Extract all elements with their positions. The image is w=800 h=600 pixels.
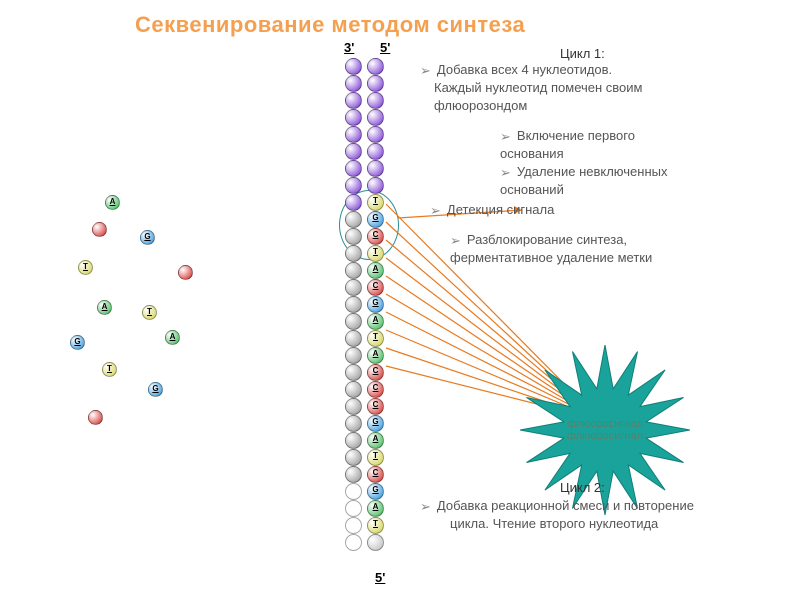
nucleotide-bead bbox=[345, 296, 362, 313]
nucleotide-bead bbox=[345, 415, 362, 432]
nucleotide-bead bbox=[345, 432, 362, 449]
nucleotide-bead bbox=[367, 126, 384, 143]
nucleotide-bead bbox=[367, 177, 384, 194]
bullet-icon: ➢ bbox=[450, 233, 461, 249]
nucleotide-bead: G bbox=[148, 382, 163, 397]
nucleotide-bead bbox=[345, 466, 362, 483]
cycle1-label: Цикл 1: bbox=[560, 46, 605, 61]
nucleotide-bead: C bbox=[367, 279, 384, 296]
nucleotide-bead: G bbox=[140, 230, 155, 245]
nucleotide-bead: T bbox=[367, 245, 384, 262]
nucleotide-bead: T bbox=[367, 194, 384, 211]
bullet-6b: цикла. Чтение второго нуклеотида bbox=[450, 516, 658, 531]
nucleotide-bead: G bbox=[367, 415, 384, 432]
bullet-6: ➢Добавка реакционной смеси и повторение bbox=[420, 498, 694, 515]
nucleotide-bead: A bbox=[105, 195, 120, 210]
nucleotide-bead: C bbox=[367, 398, 384, 415]
nucleotide-bead: G bbox=[70, 335, 85, 350]
nucleotide-bead: T bbox=[367, 330, 384, 347]
nucleotide-bead: G bbox=[367, 483, 384, 500]
nucleotide-bead: C bbox=[367, 228, 384, 245]
bullet-5b: ферментативное удаление метки bbox=[450, 250, 652, 265]
nucleotide-bead bbox=[345, 109, 362, 126]
bullet-1b: Каждый нуклеотид помечен своим bbox=[434, 80, 642, 95]
nucleotide-bead: C bbox=[367, 466, 384, 483]
cycle2-label: Цикл 2: bbox=[560, 480, 605, 495]
nucleotide-bead bbox=[367, 109, 384, 126]
nucleotide-bead bbox=[345, 160, 362, 177]
nucleotide-bead: G bbox=[367, 211, 384, 228]
bullet-2b: основания bbox=[500, 146, 564, 161]
nucleotide-bead bbox=[345, 534, 362, 551]
nucleotide-bead: T bbox=[102, 362, 117, 377]
nucleotide-bead: T bbox=[367, 449, 384, 466]
bullet-3: ➢Удаление невключенных bbox=[500, 164, 667, 181]
nucleotide-bead bbox=[345, 245, 362, 262]
bullet-1c: флюорозондом bbox=[434, 98, 527, 113]
nucleotide-bead: T bbox=[142, 305, 157, 320]
label-5prime-bottom: 5' bbox=[375, 570, 385, 585]
title-text: Секвенирование методом синтеза bbox=[135, 12, 525, 37]
bullet-icon: ➢ bbox=[420, 63, 431, 79]
label-3prime: 3' bbox=[344, 40, 354, 55]
nucleotide-bead bbox=[88, 410, 103, 425]
nucleotide-bead bbox=[345, 449, 362, 466]
nucleotide-bead bbox=[345, 262, 362, 279]
nucleotide-bead: A bbox=[367, 347, 384, 364]
nucleotide-bead bbox=[345, 211, 362, 228]
nucleotide-bead bbox=[92, 222, 107, 237]
nucleotide-bead bbox=[367, 58, 384, 75]
nucleotide-bead: A bbox=[367, 313, 384, 330]
nucleotide-bead bbox=[345, 228, 362, 245]
nucleotide-bead bbox=[345, 126, 362, 143]
bullet-icon: ➢ bbox=[420, 499, 431, 515]
starburst-label: флюоросигнал флюоросигнал bbox=[555, 418, 655, 442]
nucleotide-bead bbox=[345, 194, 362, 211]
nucleotide-bead: A bbox=[367, 432, 384, 449]
nucleotide-bead bbox=[367, 160, 384, 177]
nucleotide-bead bbox=[345, 58, 362, 75]
page-title: Секвенирование методом синтеза bbox=[135, 12, 525, 38]
nucleotide-bead bbox=[345, 517, 362, 534]
nucleotide-bead bbox=[367, 75, 384, 92]
label-5prime-top: 5' bbox=[380, 40, 390, 55]
nucleotide-bead bbox=[345, 483, 362, 500]
nucleotide-bead: T bbox=[78, 260, 93, 275]
nucleotide-bead bbox=[345, 279, 362, 296]
nucleotide-bead bbox=[345, 347, 362, 364]
nucleotide-bead bbox=[367, 92, 384, 109]
bullet-2: ➢Включение первого bbox=[500, 128, 635, 145]
nucleotide-bead: C bbox=[367, 381, 384, 398]
nucleotide-bead: A bbox=[367, 500, 384, 517]
nucleotide-bead: C bbox=[367, 364, 384, 381]
nucleotide-bead bbox=[345, 398, 362, 415]
nucleotide-bead bbox=[345, 143, 362, 160]
nucleotide-bead bbox=[367, 534, 384, 551]
bullet-4: ➢Детекция сигнала bbox=[430, 202, 554, 219]
nucleotide-bead bbox=[345, 75, 362, 92]
nucleotide-bead bbox=[345, 364, 362, 381]
nucleotide-bead bbox=[345, 330, 362, 347]
nucleotide-bead bbox=[367, 143, 384, 160]
nucleotide-bead bbox=[345, 313, 362, 330]
nucleotide-bead: A bbox=[97, 300, 112, 315]
bullet-1: ➢Добавка всех 4 нуклеотидов. bbox=[420, 62, 612, 79]
bullet-icon: ➢ bbox=[430, 203, 441, 219]
nucleotide-bead bbox=[345, 92, 362, 109]
bullet-icon: ➢ bbox=[500, 129, 511, 145]
nucleotide-bead: G bbox=[367, 296, 384, 313]
nucleotide-bead: A bbox=[367, 262, 384, 279]
bullet-3b: оснований bbox=[500, 182, 564, 197]
bullet-5: ➢Разблокирование синтеза, bbox=[450, 232, 627, 249]
nucleotide-bead bbox=[345, 500, 362, 517]
nucleotide-bead: T bbox=[367, 517, 384, 534]
nucleotide-bead: A bbox=[165, 330, 180, 345]
nucleotide-bead bbox=[345, 177, 362, 194]
nucleotide-bead bbox=[345, 381, 362, 398]
bullet-icon: ➢ bbox=[500, 165, 511, 181]
nucleotide-bead bbox=[178, 265, 193, 280]
